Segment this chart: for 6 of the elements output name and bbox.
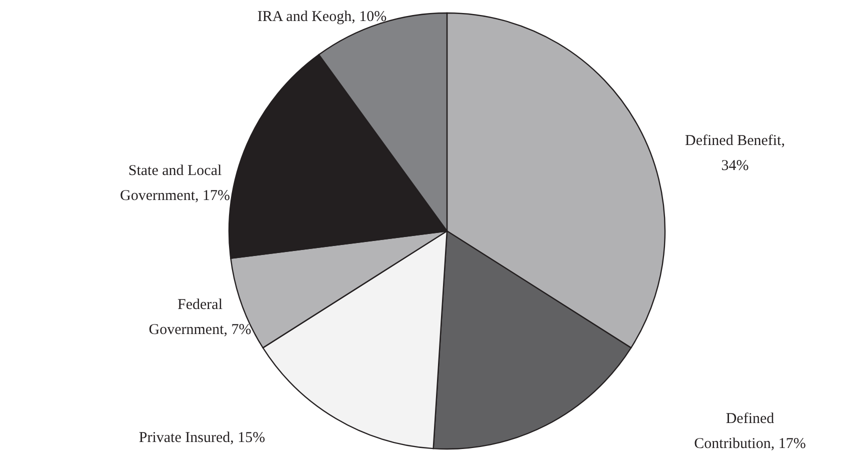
slice-label: Defined Benefit, 34% (685, 133, 785, 174)
slice-label: Defined Contribution, 17% (694, 411, 806, 452)
slice-label: State and Local Government, 17% (120, 163, 230, 204)
slice-label: Federal Government, 7% (148, 297, 252, 338)
slice-label: Private Insured, 15% (138, 430, 266, 446)
slice-label: IRA and Keogh, 10% (257, 9, 387, 25)
